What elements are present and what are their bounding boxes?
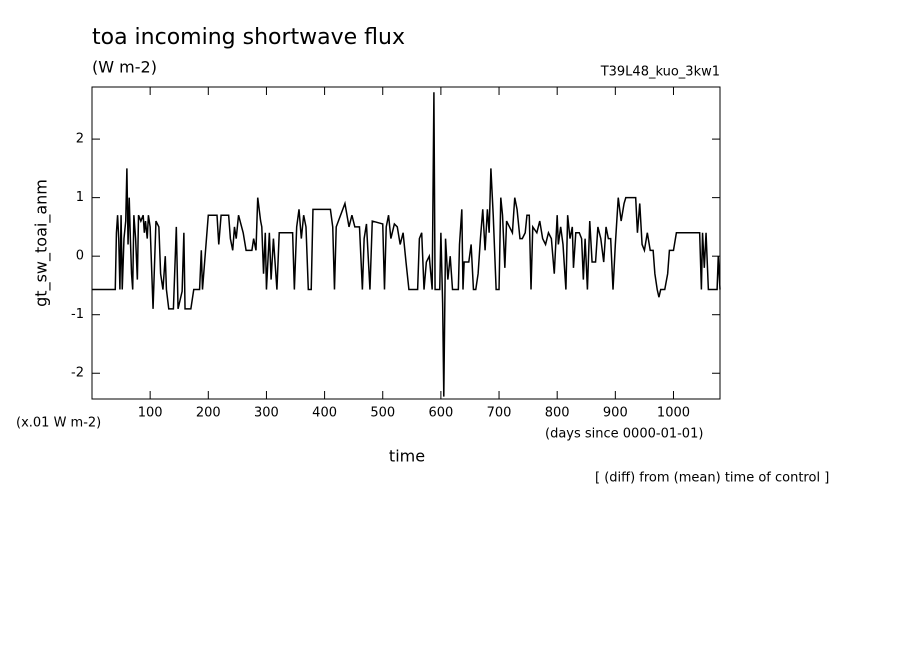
y-tick-label: 1 — [76, 190, 84, 205]
data-line — [92, 92, 721, 397]
x-tick-label: 600 — [428, 406, 453, 421]
y-unit: (x.01 W m-2) — [16, 416, 101, 431]
x-tick-label: 200 — [196, 406, 221, 421]
run-label: T39L48_kuo_3kw1 — [600, 65, 720, 80]
chart-title: toa incoming shortwave flux — [92, 25, 405, 50]
note: [ (diff) from (mean) time of control ] — [595, 471, 829, 486]
y-axis-label: gt_sw_toai_anm — [32, 179, 52, 307]
plot-frame — [91, 86, 721, 400]
x-tick-label: 400 — [312, 406, 337, 421]
x-axis-label: time — [389, 447, 425, 466]
x-tick-label: 100 — [138, 406, 163, 421]
x-tick-label: 800 — [545, 406, 570, 421]
x-tick-label: 900 — [603, 406, 628, 421]
x-tick-label: 1000 — [657, 406, 690, 421]
x-tick-label: 700 — [487, 406, 512, 421]
x-tick-label: 300 — [254, 406, 279, 421]
x-unit: (days since 0000-01-01) — [545, 427, 703, 442]
y-tick-label: -1 — [71, 307, 84, 322]
y-tick-label: 2 — [76, 132, 84, 147]
subtitle: (W m-2) — [92, 58, 157, 77]
y-tick-label: -2 — [71, 366, 84, 381]
y-tick-label: 0 — [76, 249, 84, 264]
x-tick-label: 500 — [370, 406, 395, 421]
